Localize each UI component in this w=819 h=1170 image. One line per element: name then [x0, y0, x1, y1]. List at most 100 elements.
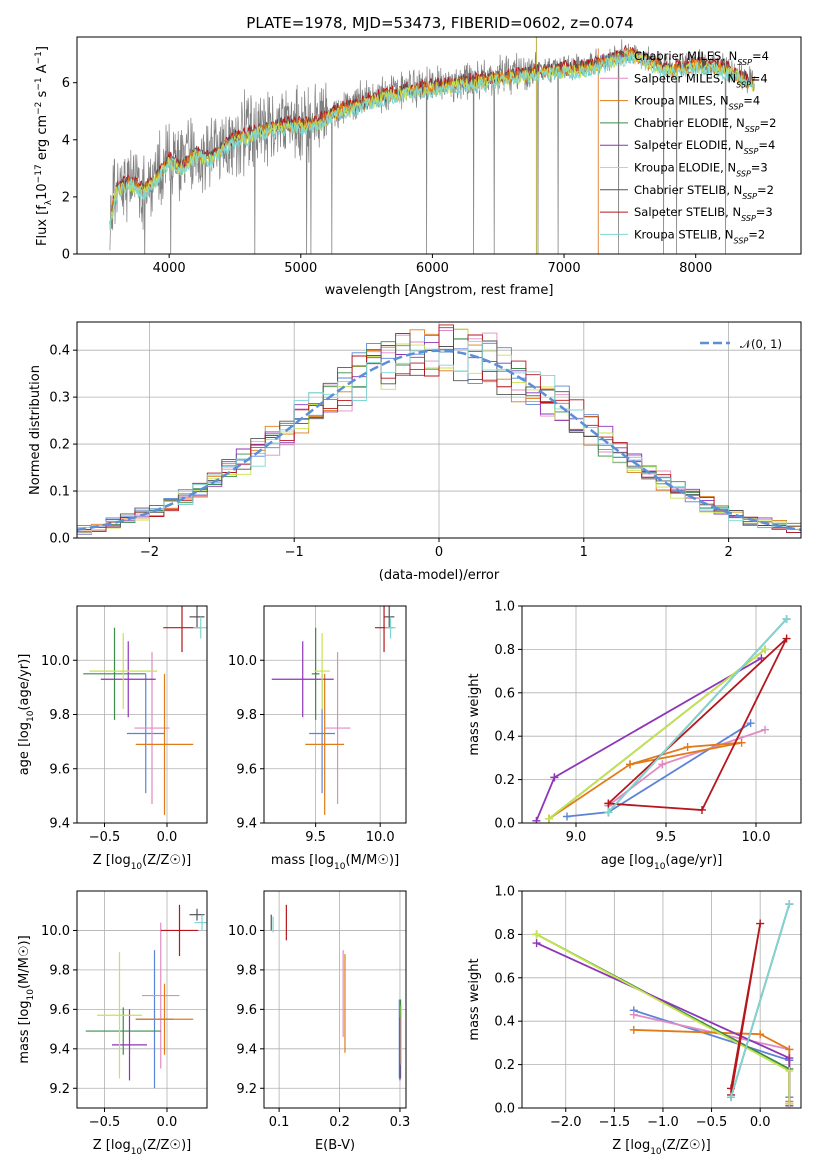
- age_Z-x-label: Z [log10(Z/Z☉)]: [93, 853, 191, 872]
- weight_age-x-label: age [log10(age/yr)]: [601, 853, 723, 872]
- frame-weight_age: 9.0 9.5 10.0 0.0 0.2 0.4 0.6 0.8 1.0 age [log10(a…: [467, 600, 802, 872]
- x-tick-label: 5000: [284, 261, 317, 276]
- axes-frame: [263, 890, 407, 1109]
- weight-point: [683, 743, 692, 752]
- axes-spectrum: 4000 5000 6000 7000 8000 0 2 4 6 wavelength [Angs…: [34, 36, 802, 298]
- x-tick-label: 0.0: [157, 1115, 178, 1130]
- legend-sub: SSP: [741, 214, 756, 223]
- weight-line: [607, 637, 788, 811]
- frame-mass_Z: −0.5 0.09.29.49.69.810.0Z [log10(Z/Z☉)]ma…: [17, 890, 208, 1157]
- y-tick-label: 0.0: [49, 532, 70, 547]
- legend-count: =2: [748, 227, 765, 241]
- weight-point: [782, 634, 791, 643]
- weight-point: [746, 719, 755, 728]
- weight-point: [761, 645, 769, 654]
- x-tick-label: 0.0: [157, 830, 178, 845]
- weight-line: [730, 923, 762, 1096]
- plot-area-spectrum: [109, 37, 756, 254]
- weight-point: [737, 738, 746, 747]
- y-tick-label: 0.0: [494, 1102, 515, 1117]
- y-tick-label: 0.8: [494, 643, 515, 658]
- age_mass-x-label: mass [log10(M/M☉)]: [271, 853, 399, 872]
- x-tick-label: 0.1: [269, 1115, 290, 1130]
- axes-mass_ebv: 0.1 0.2 0.3 9.2 9.4 9.6 9.8 10.0 E(B-V): [228, 890, 410, 1153]
- label-part: 10: [35, 183, 50, 200]
- y-tick-label: 0.4: [49, 344, 70, 359]
- mass_Z-y-label: mass [log10(M/M☉)]: [17, 935, 36, 1063]
- y-tick-label: 9.2: [236, 1082, 257, 1097]
- weight-point: [532, 939, 541, 948]
- x-tick-label: 1: [580, 545, 588, 560]
- legend-entry: Salpeter ELODIE, NSSP=4: [634, 138, 775, 156]
- legend-count: =3: [756, 205, 773, 219]
- frame-age_Z: −0.5 0.09.49.69.810.0Z [log10(Z/Z☉)]age […: [17, 605, 208, 872]
- legend-count: =3: [751, 161, 768, 175]
- legend-count: =4: [758, 138, 775, 152]
- mass_ebv-x-label: E(B-V): [315, 1138, 355, 1153]
- axes-age_Z: −0.5 0.09.49.69.810.0Z [log10(Z/Z☉)]age […: [17, 605, 208, 872]
- x-tick-label: 10.0: [742, 830, 771, 845]
- weight-point: [785, 1054, 794, 1063]
- label-part: (Z/Z☉)]: [142, 1138, 191, 1153]
- label-part: (Z/Z☉)]: [142, 853, 191, 868]
- weight-point: [629, 1010, 638, 1019]
- legend-model: Kroupa MILES, N: [634, 94, 729, 108]
- label-part: mass [log: [271, 853, 334, 868]
- label-part: (M/M☉)]: [17, 935, 32, 989]
- legend-sub: SSP: [745, 124, 760, 133]
- y-tick-label: 0.2: [494, 1058, 515, 1073]
- label-part: (M/M☉)]: [345, 853, 399, 868]
- weight-point: [563, 812, 571, 821]
- legend-entry: Kroupa MILES, NSSP=4: [634, 94, 760, 112]
- legend-sub: SSP: [734, 236, 749, 245]
- label-part: λ: [44, 199, 54, 205]
- x-tick-label: −0.5: [696, 1115, 728, 1130]
- figure-title: PLATE=1978, MJD=53473, FIBERID=0602, z=0…: [246, 14, 633, 32]
- legend-count: =4: [743, 94, 760, 108]
- grid-age_Z: [77, 606, 207, 824]
- axes-hist: −2 −1 0 1 2 0.0 0.1 0.2 0.3 0.4 𝒩(0, 1) (data-model…: [28, 321, 802, 583]
- weight-point: [785, 1067, 794, 1076]
- y-tick-label: 0.4: [494, 1015, 515, 1030]
- frame-mass_ebv: 0.1 0.2 0.3 9.2 9.4 9.6 9.8 10.0 E(B-V): [228, 890, 410, 1153]
- weight-line: [730, 903, 791, 1098]
- y-tick-label: 0.6: [494, 686, 515, 701]
- frame-hist: −2 −1 0 1 2 0.0 0.1 0.2 0.3 0.4 𝒩(0, 1) (data-model…: [28, 321, 802, 583]
- legend-entry: Chabrier ELODIE, NSSP=2: [634, 116, 776, 133]
- weight-point: [756, 919, 765, 928]
- x-tick-label: 9.5: [305, 830, 326, 845]
- x-tick-label: 10.0: [366, 830, 395, 845]
- plot-area-mass_Z: [85, 904, 207, 1089]
- label-part: ]: [35, 46, 50, 51]
- weight-line: [607, 618, 788, 813]
- axes-frame: [76, 890, 208, 1109]
- label-part: −2: [34, 102, 44, 115]
- legend-entry: Kroupa STELIB, NSSP=2: [634, 227, 765, 245]
- legend-sub: SSP: [729, 102, 744, 111]
- plot-area-age_Z: [83, 606, 207, 815]
- weight-point: [545, 814, 553, 823]
- y-tick-label: 0: [62, 248, 70, 263]
- y-tick-label: 0.3: [49, 391, 70, 406]
- legend-sub: SSP: [736, 80, 751, 89]
- y-tick-label: 9.4: [236, 817, 257, 832]
- y-tick-label: 2: [62, 190, 70, 205]
- mass_Z-x-label: Z [log10(Z/Z☉)]: [93, 1138, 191, 1157]
- label-part: mass weight: [467, 958, 482, 1040]
- y-tick-label: 10.0: [228, 924, 257, 939]
- y-tick-label: 9.8: [49, 708, 70, 723]
- axes-frame: [263, 605, 407, 824]
- frame-spectrum: 4000 5000 6000 7000 8000 0 2 4 6 wavelength [Angs…: [34, 36, 802, 298]
- y-tick-label: 0.8: [494, 928, 515, 943]
- legend-sub: SSP: [742, 191, 757, 200]
- axes-age_mass: 9.5 10.0 9.4 9.6 9.8 10.0 mass [log10(M/M☉)]: [228, 605, 407, 872]
- legend-entry: Salpeter MILES, NSSP=4: [634, 71, 768, 89]
- label-part: Z [log: [93, 853, 131, 868]
- axes-frame: [76, 36, 802, 255]
- legend-model: Salpeter STELIB, N: [634, 205, 741, 219]
- age_Z-y-label: age [log10(age/yr)]: [17, 654, 36, 776]
- spectrum-x-label: wavelength [Angstrom, rest frame]: [325, 283, 554, 298]
- grid-weight_age: [522, 605, 801, 824]
